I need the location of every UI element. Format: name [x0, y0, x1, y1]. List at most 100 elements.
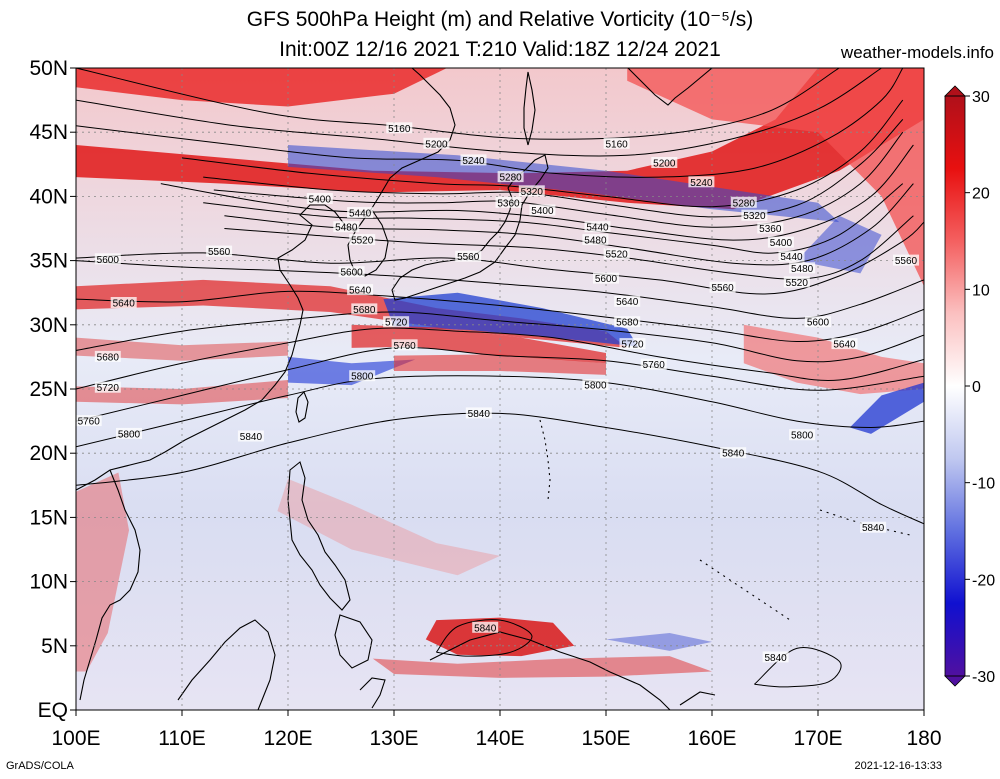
contour-label: 5280 [499, 173, 522, 184]
vorticity-band [351, 324, 606, 364]
contour-label: 5200 [653, 159, 676, 170]
contour-label-bg [306, 193, 333, 204]
contour-label: 5520 [351, 236, 374, 247]
contour-label-bg [762, 651, 789, 663]
vorticity-band [76, 68, 447, 107]
contour-label: 5720 [621, 340, 644, 351]
height-contour-5400 [160, 144, 914, 241]
site-credit: weather-models.info [840, 43, 994, 62]
colorbar-ticks: 30 20 10 0 -10 -20 -30 [965, 89, 995, 686]
contour-label-bg [455, 250, 482, 262]
contour-label-bg [582, 379, 609, 391]
contour-label-bg [603, 137, 630, 149]
colorbar-tick-label: 30 [972, 89, 990, 106]
contour-label: 5480 [791, 264, 814, 275]
coastline-asia [76, 68, 456, 491]
gridlines [76, 68, 924, 710]
contour-label-bg [495, 196, 522, 208]
contour-label: 5320 [743, 211, 766, 222]
contour-label: 5640 [833, 340, 856, 351]
contour-label: 5600 [97, 255, 120, 266]
contour-label: 5240 [462, 156, 485, 167]
contour-label: 5160 [605, 139, 628, 150]
contour-label-bg [709, 281, 736, 293]
y-tick-label: 35N [29, 250, 68, 273]
contour-label-bg [757, 222, 784, 234]
x-tick-label: 160E [687, 727, 736, 750]
height-contour-5200 [76, 68, 882, 157]
y-tick-label: 25N [29, 378, 68, 401]
contour-label-bg [351, 303, 378, 315]
contour-label: 5840 [240, 432, 263, 443]
contour-label-bg [688, 176, 715, 188]
contour-labels: 5160 5160 5200 5200 5240 5240 5280 5280 5320 5320… [76, 122, 919, 664]
contour-label-bg [778, 250, 805, 262]
y-tick-label: EQ [38, 699, 68, 722]
contour-label-bg [593, 272, 619, 284]
height-contour-5840 [76, 412, 924, 525]
contour-label: 5800 [351, 372, 374, 383]
contour-label-bg [472, 621, 499, 633]
colorbar-tick-label: -20 [972, 572, 995, 589]
contour-label: 5560 [895, 256, 918, 267]
height-contour-5760 [76, 347, 924, 422]
contour-label: 5400 [531, 206, 554, 217]
x-tick-label: 120E [263, 727, 312, 750]
contour-label: 5320 [521, 187, 544, 198]
contour-label: 5600 [595, 274, 618, 285]
colorbar-tick-label: -30 [972, 669, 995, 686]
vorticity-band [425, 617, 575, 657]
contour-label-bg [789, 262, 816, 274]
contour-label: 5520 [605, 250, 628, 261]
coastline-indochina [79, 469, 141, 701]
contour-label-bg [893, 254, 919, 266]
height-contour-5640 [76, 290, 924, 343]
contour-label-bg [391, 339, 418, 351]
colorbar-tick-label: 20 [972, 186, 990, 203]
y-tick-label: 30N [29, 314, 68, 337]
coastline-mindanao [334, 614, 373, 669]
contour-label: 5800 [791, 431, 814, 442]
y-tick-label: 20N [29, 442, 68, 465]
contour-label: 5560 [457, 252, 480, 263]
height-contour-5840 [436, 619, 533, 657]
contour-label-bg [789, 429, 816, 441]
contour-label-bg [349, 234, 376, 246]
contour-label: 5840 [474, 623, 497, 634]
vorticity-band [372, 656, 712, 678]
chart-subtitle: Init:00Z 12/16 2021 T:210 Valid:18Z 12/2… [279, 38, 721, 61]
contour-label-bg [860, 521, 887, 533]
contour-label: 5160 [388, 124, 411, 135]
contour-label: 5840 [862, 523, 885, 534]
island-chain-hawaii-ridge [819, 509, 911, 536]
contour-label-bg [640, 358, 667, 370]
contour-label-bg [614, 295, 641, 307]
map-area: 5160 5160 5200 5200 5240 5240 5280 5280 5320 5320… [76, 68, 924, 710]
contour-label-bg [614, 316, 641, 328]
contour-label-bg [347, 284, 374, 296]
contour-label: 5840 [468, 409, 491, 420]
coastline-philippines [287, 461, 351, 611]
contour-label: 5600 [807, 318, 830, 329]
contour-label-bg [529, 204, 556, 216]
x-tick-label: 110E [158, 727, 206, 750]
contour-label-bg [383, 316, 410, 328]
contour-label-bg [94, 381, 121, 393]
contour-label: 5760 [393, 341, 416, 352]
y-tick-label: 10N [29, 571, 68, 594]
contour-label-bg [741, 209, 768, 221]
contour-label: 5680 [353, 305, 376, 316]
contour-label: 5720 [385, 318, 408, 329]
contour-label: 5840 [764, 653, 787, 664]
contour-label: 5360 [497, 198, 520, 209]
contour-label: 5720 [97, 383, 120, 394]
contour-label-bg [338, 266, 365, 278]
contour-label-bg [349, 370, 376, 382]
height-contour-5320 [203, 119, 904, 218]
vorticity-band [627, 68, 924, 287]
y-tick-label: 15N [29, 506, 68, 529]
colorbar-top-cap [944, 85, 966, 97]
contour-label-bg [386, 122, 413, 134]
contour-label: 5360 [759, 224, 782, 235]
contour-label-bg [831, 338, 858, 350]
